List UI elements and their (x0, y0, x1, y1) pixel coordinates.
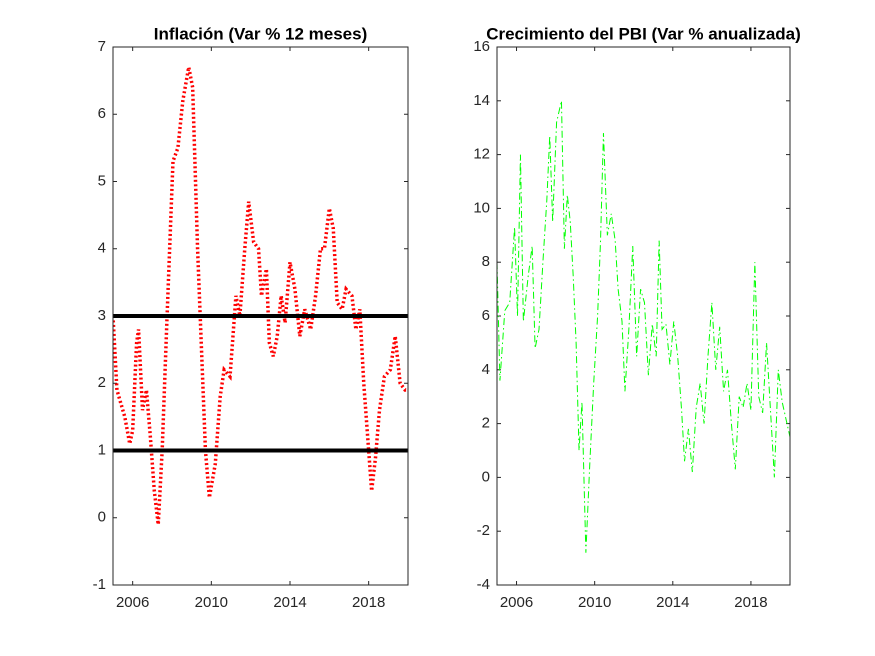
y-tick-label: 10 (473, 199, 490, 216)
y-tick-label: 6 (98, 105, 106, 122)
y-tick-label: 0 (98, 509, 106, 526)
y-tick-label: 2 (482, 415, 490, 432)
x-tick-label: 2006 (116, 594, 149, 611)
y-tick-label: -2 (477, 522, 490, 539)
axes-box (496, 46, 791, 586)
chart-title: Inflación (Var % 12 meses) (154, 24, 368, 43)
axes-box (112, 46, 409, 586)
plot-area (497, 47, 790, 585)
y-tick-label: 4 (98, 240, 106, 257)
x-tick-label: 2018 (352, 594, 385, 611)
y-tick-label: 16 (473, 38, 490, 55)
x-tick-label: 2014 (656, 594, 689, 611)
y-tick-label: 1 (98, 441, 106, 458)
x-tick-label: 2010 (195, 594, 228, 611)
y-tick-label: 4 (482, 361, 490, 378)
y-tick-label: 5 (98, 172, 106, 189)
y-tick-label: 7 (98, 38, 106, 55)
y-tick-label: 12 (473, 146, 490, 163)
data-line (113, 66, 408, 525)
data-line (497, 100, 790, 553)
chart-title: Crecimiento del PBI (Var % anualizada) (486, 24, 801, 43)
x-tick-label: 2010 (578, 594, 611, 611)
y-tick-label: 3 (98, 307, 106, 324)
y-tick-label: 0 (482, 468, 490, 485)
y-tick-label: 14 (473, 92, 490, 109)
y-tick-label: -1 (93, 576, 106, 593)
y-tick-label: -4 (477, 576, 490, 593)
x-tick-label: 2006 (500, 594, 533, 611)
y-tick-label: 6 (482, 307, 490, 324)
y-tick-label: 8 (482, 253, 490, 270)
x-tick-label: 2018 (734, 594, 767, 611)
x-tick-label: 2014 (273, 594, 306, 611)
y-tick-label: 2 (98, 374, 106, 391)
